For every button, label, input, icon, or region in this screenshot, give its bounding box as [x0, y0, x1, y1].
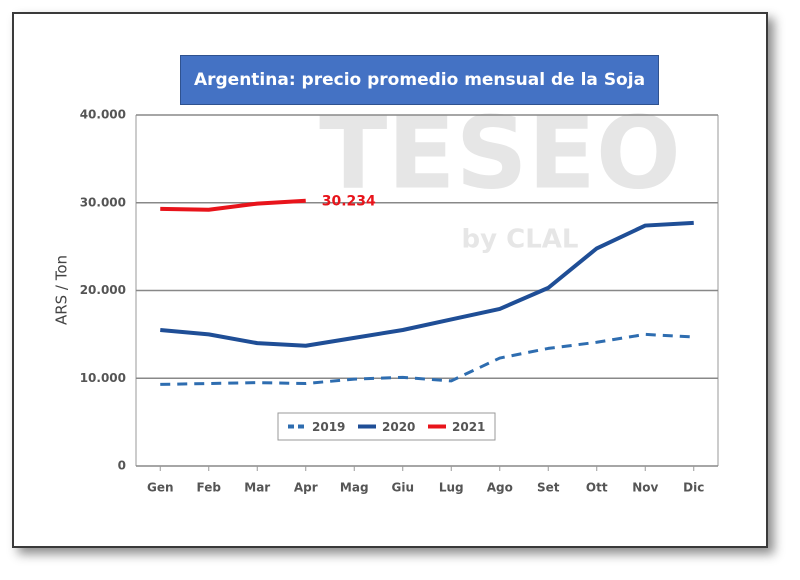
y-tick-label: 40.000 — [80, 108, 126, 122]
legend-label: 2019 — [312, 420, 345, 434]
legend-label: 2020 — [382, 420, 415, 434]
y-tick-label: 30.000 — [80, 195, 126, 209]
x-tick-label: Mag — [340, 481, 369, 495]
y-tick-label: 0 — [118, 459, 126, 473]
y-tick-label: 10.000 — [80, 371, 126, 385]
x-tick-label: Ott — [586, 481, 608, 495]
legend-box — [277, 412, 496, 441]
watermark: TESEO — [319, 94, 681, 211]
data-label: 30.234 — [322, 194, 376, 210]
x-tick-label: Dic — [683, 481, 704, 495]
legend-label: 2021 — [452, 420, 485, 434]
x-tick-label: Lug — [439, 481, 464, 495]
series-line — [160, 198, 306, 212]
x-tick-label: Giu — [391, 481, 414, 495]
x-tick-label: Apr — [294, 481, 318, 495]
y-axis-label: ARS / Ton — [53, 255, 71, 325]
series-line — [160, 332, 694, 386]
x-tick-label: Nov — [632, 481, 658, 495]
x-tick-label: Feb — [197, 481, 222, 495]
x-tick-label: Set — [537, 481, 560, 495]
x-tick-label: Ago — [487, 481, 513, 495]
watermark-sub: by CLAL — [462, 225, 579, 255]
x-tick-label: Gen — [147, 481, 174, 495]
series-line — [160, 220, 694, 348]
x-tick-label: Mar — [244, 481, 270, 495]
chart-title: Argentina: precio promedio mensual de la… — [180, 55, 659, 105]
y-tick-label: 20.000 — [80, 283, 126, 297]
